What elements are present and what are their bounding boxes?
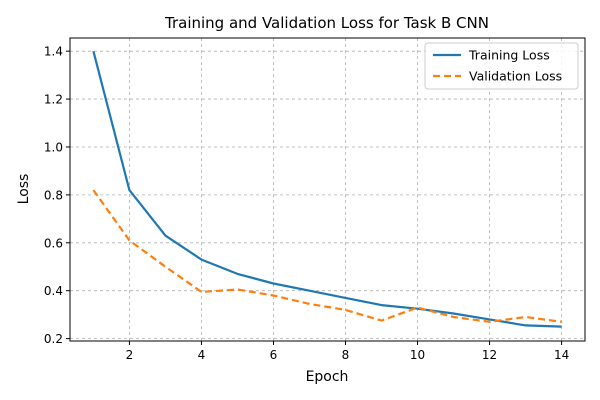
chart-title: Training and Validation Loss for Task B … (164, 14, 489, 32)
legend-label-training-loss: Training Loss (468, 48, 550, 63)
x-tick-label: 4 (198, 348, 206, 362)
y-tick-label: 1.2 (44, 93, 63, 107)
legend-label-validation-loss: Validation Loss (469, 69, 562, 84)
x-tick-label: 6 (270, 348, 278, 362)
x-axis-label: Epoch (306, 369, 349, 385)
legend-box (424, 42, 579, 90)
x-tick-label: 8 (342, 348, 350, 362)
y-tick-label: 1.0 (44, 140, 63, 154)
series-lines (92, 50, 562, 328)
y-tick-label: 0.4 (44, 284, 63, 298)
training-loss-line (92, 50, 562, 328)
x-tick-label: 12 (482, 348, 497, 362)
plot-frame (69, 37, 586, 342)
x-tick-label: 14 (554, 348, 569, 362)
y-axis-label: Loss (16, 174, 32, 205)
x-tick-label: 10 (410, 348, 425, 362)
axis-ticks: 2 4 6 8 10 12 14 0.2 0.4 0.6 0.8 1.0 1.2 1.4 (44, 45, 569, 362)
y-tick-label: 1.4 (44, 45, 63, 59)
y-tick-label: 0.2 (44, 332, 63, 346)
legend: Training Loss Validation Loss (424, 42, 579, 90)
y-tick-label: 0.6 (44, 236, 63, 250)
x-tick-label: 2 (126, 348, 134, 362)
validation-loss-line (92, 189, 562, 323)
y-tick-label: 0.8 (44, 188, 63, 202)
